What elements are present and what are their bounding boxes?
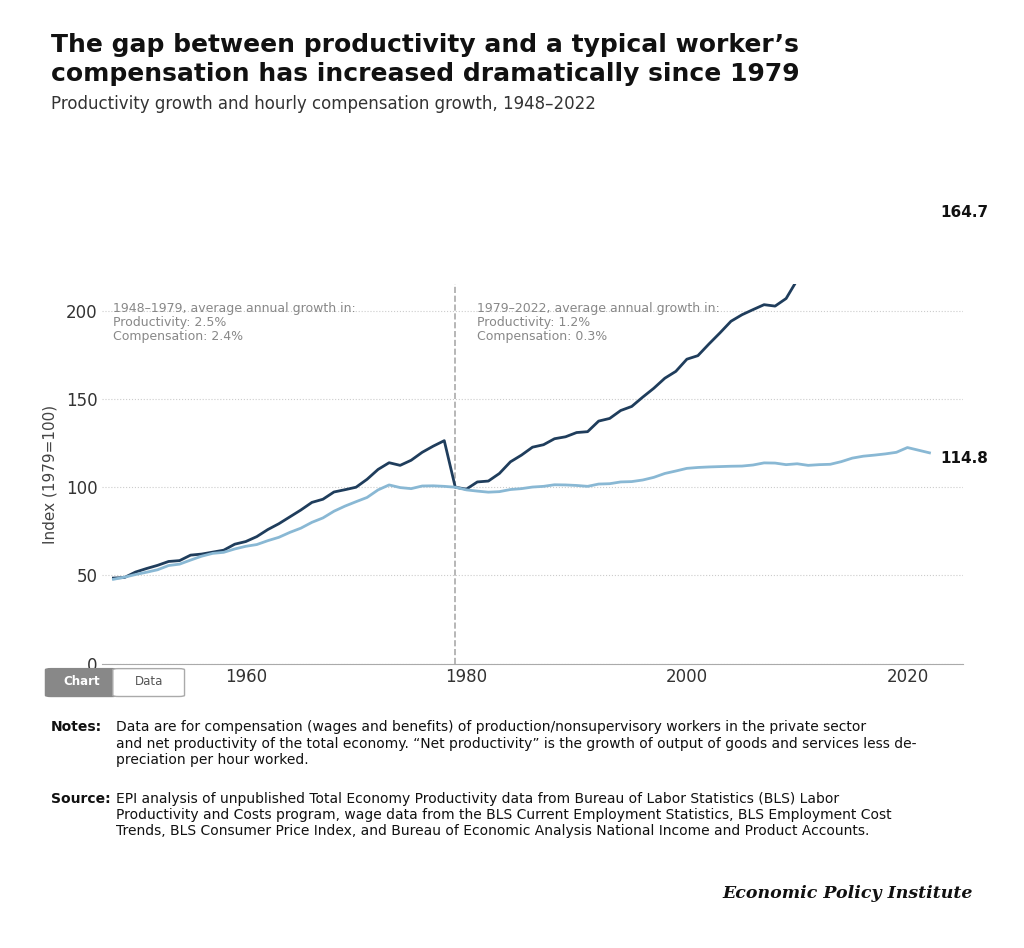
Text: Productivity: 2.5%: Productivity: 2.5% (114, 316, 226, 329)
Text: 114.8: 114.8 (940, 450, 988, 465)
Text: 164.7: 164.7 (940, 205, 988, 220)
Text: compensation has increased dramatically since 1979: compensation has increased dramatically … (51, 62, 800, 85)
Text: EPI analysis of unpublished Total Economy Productivity data from Bureau of Labor: EPI analysis of unpublished Total Econom… (116, 792, 891, 838)
Text: Notes:: Notes: (51, 720, 102, 735)
FancyBboxPatch shape (45, 668, 117, 697)
Text: Productivity: 1.2%: Productivity: 1.2% (477, 316, 591, 329)
Text: Data: Data (134, 676, 163, 688)
Text: Chart: Chart (63, 676, 99, 688)
FancyBboxPatch shape (113, 668, 184, 697)
Text: Source:: Source: (51, 792, 111, 806)
Text: 1979–2022, average annual growth in:: 1979–2022, average annual growth in: (477, 302, 720, 315)
Text: Compensation: 2.4%: Compensation: 2.4% (114, 330, 244, 343)
Text: Economic Policy Institute: Economic Policy Institute (722, 885, 973, 902)
Text: Productivity growth and hourly compensation growth, 1948–2022: Productivity growth and hourly compensat… (51, 95, 596, 113)
Text: Data are for compensation (wages and benefits) of production/nonsupervisory work: Data are for compensation (wages and ben… (116, 720, 916, 767)
Text: Compensation: 0.3%: Compensation: 0.3% (477, 330, 607, 343)
Text: The gap between productivity and a typical worker’s: The gap between productivity and a typic… (51, 33, 799, 57)
Y-axis label: Index (1979=100): Index (1979=100) (43, 405, 57, 543)
Text: 1948–1979, average annual growth in:: 1948–1979, average annual growth in: (114, 302, 356, 315)
